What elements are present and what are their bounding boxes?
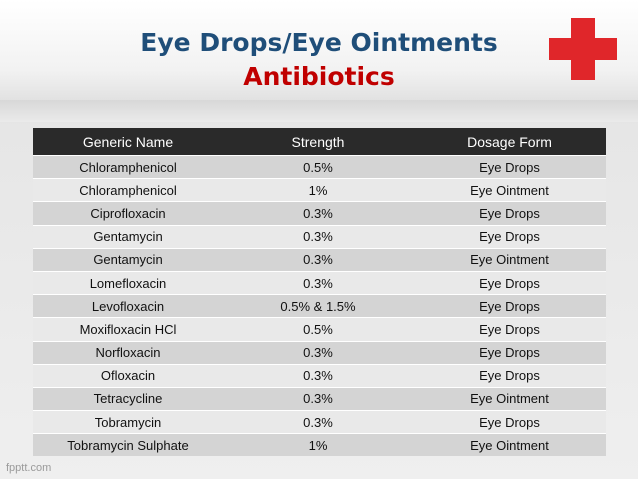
cell-strength: 0.5% [223,154,413,179]
cell-generic-name: Tobramycin Sulphate [33,433,223,457]
cell-strength: 0.5% [223,317,413,341]
antibiotics-table: Generic Name Strength Dosage Form Chlora… [33,128,606,457]
cell-dosage-form: Eye Drops [413,201,606,226]
table-row: Ofloxacin 0.3% Eye Drops [33,363,606,388]
table-header-row: Generic Name Strength Dosage Form [33,128,606,156]
cell-strength: 0.3% [223,386,413,411]
cell-dosage-form: Eye Drops [413,363,606,388]
cell-dosage-form: Eye Drops [413,317,606,341]
cell-strength: 0.3% [223,363,413,388]
cell-generic-name: Gentamycin [33,247,223,272]
cell-generic-name: Chloramphenicol [33,178,223,202]
table-row: Gentamycin 0.3% Eye Drops [33,224,606,249]
column-header-generic-name: Generic Name [33,128,223,156]
cell-dosage-form: Eye Ointment [413,247,606,272]
cell-generic-name: Tobramycin [33,410,223,434]
cell-strength: 0.5% & 1.5% [223,294,413,318]
cell-dosage-form: Eye Drops [413,270,606,295]
cell-dosage-form: Eye Ointment [413,386,606,411]
header-divider [0,100,638,122]
table-row: Lomefloxacin 0.3% Eye Drops [33,270,606,295]
table-row: Gentamycin 0.3% Eye Ointment [33,247,606,272]
cell-generic-name: Moxifloxacin HCl [33,317,223,341]
cell-dosage-form: Eye Drops [413,410,606,434]
cell-dosage-form: Eye Ointment [413,433,606,457]
column-header-strength: Strength [223,128,413,156]
cell-generic-name: Levofloxacin [33,294,223,318]
cell-strength: 1% [223,178,413,202]
cell-generic-name: Ciprofloxacin [33,201,223,226]
cell-strength: 0.3% [223,224,413,249]
cell-dosage-form: Eye Drops [413,294,606,318]
table-row: Tetracycline 0.3% Eye Ointment [33,386,606,411]
red-cross-icon [549,18,617,80]
header-band [0,0,638,100]
table-row: Tobramycin Sulphate 1% Eye Ointment [33,433,606,457]
cell-strength: 0.3% [223,410,413,434]
cell-strength: 0.3% [223,247,413,272]
cell-generic-name: Norfloxacin [33,340,223,365]
column-header-dosage-form: Dosage Form [413,128,606,156]
cell-dosage-form: Eye Drops [413,154,606,179]
cell-generic-name: Ofloxacin [33,363,223,388]
page-subtitle: Antibiotics [243,62,395,91]
cell-generic-name: Chloramphenicol [33,154,223,179]
cell-dosage-form: Eye Ointment [413,178,606,202]
cell-dosage-form: Eye Drops [413,340,606,365]
table-row: Tobramycin 0.3% Eye Drops [33,410,606,434]
page-title: Eye Drops/Eye Ointments [140,28,498,57]
cell-generic-name: Gentamycin [33,224,223,249]
table-row: Ciprofloxacin 0.3% Eye Drops [33,201,606,226]
table-row: Chloramphenicol 1% Eye Ointment [33,178,606,202]
cell-strength: 0.3% [223,201,413,226]
footer-watermark: fpptt.com [6,462,52,474]
cell-strength: 1% [223,433,413,457]
cell-strength: 0.3% [223,270,413,295]
cell-generic-name: Tetracycline [33,386,223,411]
cell-generic-name: Lomefloxacin [33,270,223,295]
cell-strength: 0.3% [223,340,413,365]
table-row: Chloramphenicol 0.5% Eye Drops [33,154,606,179]
table-row: Norfloxacin 0.3% Eye Drops [33,340,606,365]
cell-dosage-form: Eye Drops [413,224,606,249]
table-row: Levofloxacin 0.5% & 1.5% Eye Drops [33,294,606,318]
table-row: Moxifloxacin HCl 0.5% Eye Drops [33,317,606,341]
